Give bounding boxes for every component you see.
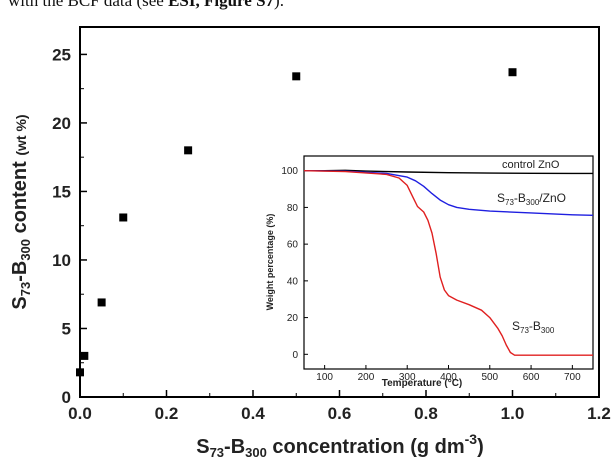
inset-series-line — [303, 170, 593, 356]
inset-y-axis-label: Weight percentage (%) — [265, 214, 275, 311]
scatter-point — [292, 72, 301, 81]
main-plot: 0 5 10 15 20 25 0.0 0.2 0.4 0.6 0.8 1.0 1.2 S73-B30… — [9, 26, 611, 460]
main-y-tick-label: 20 — [52, 114, 71, 133]
inset-y-tick-label: 40 — [287, 276, 299, 287]
scatter-point — [119, 213, 128, 222]
inset-x-tick-label: 500 — [481, 372, 498, 383]
legend-label-s73-b300-zno: S73-B300/ZnO — [497, 191, 566, 207]
inset-y-tick-label: 80 — [287, 203, 299, 214]
inset-x-tick-label: 300 — [399, 372, 416, 383]
scatter-point — [76, 368, 84, 377]
inset-x-tick-label: 400 — [440, 372, 457, 383]
inset-y-tick-label: 0 — [292, 350, 298, 361]
main-y-axis: 0 5 10 15 20 25 — [52, 45, 87, 407]
inset-y-tick-label: 20 — [287, 313, 299, 324]
inset-x-tick-label: 100 — [316, 372, 333, 383]
inset-x-tick-label: 700 — [564, 372, 581, 383]
inset-plot: 0 20 40 60 80 100 100 200 300 400 500 600 700 Weigh… — [262, 155, 595, 389]
legend-label-control-zno: control ZnO — [502, 159, 560, 171]
inset-y-tick-label: 100 — [281, 166, 298, 177]
caption-text: with the BCF data (see ESI, Figure S7). — [8, 0, 284, 11]
main-x-tick-label: 0.8 — [414, 404, 438, 423]
main-y-tick-label: 10 — [52, 251, 71, 270]
inset-x-axis-label: Temperature (°C) — [382, 378, 463, 389]
main-data-points — [76, 68, 517, 377]
main-x-tick-label: 0.6 — [328, 404, 352, 423]
scatter-point — [97, 298, 106, 307]
main-x-axis: 0.0 0.2 0.4 0.6 0.8 1.0 1.2 — [68, 390, 611, 423]
main-y-tick-label: 5 — [62, 319, 71, 338]
scatter-point — [184, 146, 193, 155]
inset-series-line — [303, 170, 594, 216]
main-x-tick-label: 0.4 — [241, 404, 265, 423]
inset-x-tick-label: 600 — [523, 372, 540, 383]
main-x-tick-label: 1.0 — [501, 404, 525, 423]
caption-prefix: with the BCF data (see — [8, 0, 169, 10]
main-y-tick-label: 25 — [52, 45, 71, 64]
main-y-tick-label: 15 — [52, 182, 71, 201]
top-caption: with the BCF data (see ESI, Figure S7). — [0, 0, 615, 16]
scatter-point — [80, 351, 89, 360]
main-x-tick-label: 0.0 — [68, 404, 92, 423]
inset-x-axis: 100 200 300 400 500 600 700 — [316, 365, 581, 383]
main-x-tick-label: 1.2 — [587, 404, 611, 423]
inset-x-tick-label: 200 — [358, 372, 375, 383]
scatter-point — [508, 68, 517, 77]
main-x-axis-label: S73-B300 concentration (g dm-3) — [196, 431, 484, 460]
inset-y-tick-label: 60 — [287, 240, 299, 251]
main-y-axis-label: S73-B300 content (wt %) — [9, 114, 33, 309]
main-x-tick-label: 0.2 — [155, 404, 179, 423]
inset-plot-background — [262, 155, 595, 377]
caption-bold-reference: ESI, Figure S7 — [168, 0, 275, 10]
legend-label-s73-b300: S73-B300 — [512, 319, 555, 335]
inset-series-lines — [303, 169, 594, 356]
main-y-tick-label: 0 — [62, 388, 71, 407]
caption-suffix: ). — [274, 0, 284, 10]
